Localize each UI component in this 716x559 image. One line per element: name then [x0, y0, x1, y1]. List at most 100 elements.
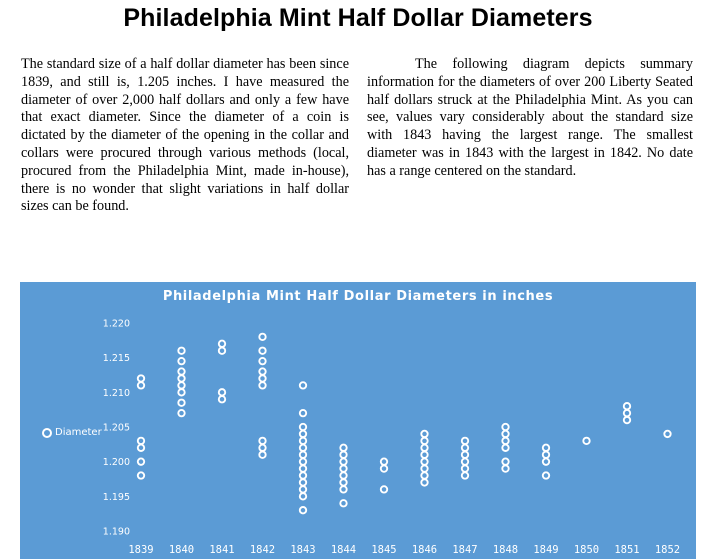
- data-point: [258, 436, 267, 446]
- data-point: [298, 485, 308, 494]
- y-tick-label: 1.210: [103, 388, 130, 399]
- data-point: [298, 471, 308, 480]
- data-point: [339, 443, 348, 452]
- data-point: [177, 367, 186, 376]
- data-point: [420, 478, 429, 487]
- x-tick-label: 1846: [412, 544, 437, 556]
- page-title: Philadelphia Mint Half Dollar Diameters: [123, 4, 593, 32]
- data-point: [339, 464, 348, 473]
- data-point: [177, 398, 186, 407]
- data-point: [582, 436, 591, 446]
- data-point: [136, 381, 146, 390]
- data-point: [541, 457, 551, 466]
- data-point: [217, 388, 227, 397]
- x-tick-label: 1851: [614, 544, 639, 556]
- right-column: The following diagram depicts summary in…: [367, 56, 693, 181]
- data-point: [420, 436, 429, 446]
- data-point: [339, 471, 348, 480]
- data-point: [298, 492, 308, 501]
- data-point: [379, 457, 389, 466]
- x-tick-label: 1852: [655, 544, 680, 556]
- data-point: [501, 422, 510, 432]
- data-point: [136, 374, 146, 383]
- x-tick-label: 1840: [169, 544, 194, 556]
- data-point: [460, 464, 470, 473]
- data-point: [298, 450, 308, 459]
- y-tick-label: 1.200: [103, 457, 130, 468]
- data-point: [501, 443, 510, 452]
- data-point: [501, 464, 510, 473]
- x-tick-label: 1843: [290, 544, 315, 556]
- data-point: [258, 367, 267, 376]
- data-point: [501, 457, 510, 466]
- y-tick-label: 1.205: [103, 423, 130, 434]
- data-point: [339, 485, 348, 494]
- data-point: [136, 436, 146, 446]
- x-tick-label: 1850: [574, 544, 599, 556]
- data-point: [258, 356, 267, 366]
- data-point: [541, 450, 551, 459]
- left-column: The standard size of a half dollar diame…: [21, 56, 349, 216]
- data-point: [541, 443, 551, 452]
- x-tick-label: 1844: [331, 544, 356, 556]
- data-point: [298, 478, 308, 487]
- legend-label: Diameter: [55, 427, 102, 438]
- data-point: [420, 450, 429, 459]
- data-point: [298, 422, 308, 432]
- y-tick-label: 1.215: [103, 353, 130, 364]
- left-paragraph: The standard size of a half dollar diame…: [21, 56, 349, 215]
- y-tick-label: 1.195: [103, 492, 130, 503]
- data-point: [460, 443, 470, 452]
- data-point: [420, 429, 429, 439]
- data-point: [258, 374, 267, 383]
- data-point: [177, 408, 186, 418]
- x-tick-label: 1847: [452, 544, 477, 556]
- data-point: [217, 339, 227, 348]
- data-point: [501, 429, 510, 439]
- data-point: [420, 443, 429, 452]
- data-point: [177, 388, 186, 397]
- data-point: [339, 499, 348, 508]
- data-point: [501, 436, 510, 446]
- data-point: [177, 356, 186, 366]
- data-point: [622, 408, 632, 418]
- data-point: [298, 436, 308, 446]
- data-point: [339, 450, 348, 459]
- x-tick-label: 1841: [209, 544, 234, 556]
- data-point: [258, 443, 267, 452]
- data-point: [298, 457, 308, 466]
- data-point: [258, 381, 267, 390]
- data-point: [460, 436, 470, 446]
- x-tick-label: 1842: [250, 544, 275, 556]
- data-point: [217, 346, 227, 355]
- x-tick-label: 1839: [128, 544, 153, 556]
- chart-title: Philadelphia Mint Half Dollar Diameters …: [162, 289, 554, 304]
- x-tick-label: 1848: [493, 544, 518, 556]
- x-tick-label: 1845: [371, 544, 396, 556]
- data-point: [136, 471, 146, 480]
- data-point: [339, 457, 348, 466]
- legend-marker-icon: [42, 427, 52, 438]
- data-point: [622, 415, 632, 425]
- data-point: [460, 457, 470, 466]
- chart-area: Philadelphia Mint Half Dollar Diameters …: [20, 282, 696, 559]
- data-point: [258, 332, 267, 342]
- chart-legend: Diameter: [42, 427, 102, 438]
- y-tick-label: 1.220: [103, 319, 130, 330]
- chart-plot: 1.190 1.195 1.200 1.205 1.210 1.215 1.220 1839 1…: [103, 319, 680, 557]
- data-point: [460, 450, 470, 459]
- data-point: [136, 443, 146, 452]
- data-point: [663, 429, 672, 439]
- data-point: [298, 443, 308, 452]
- data-point: [379, 464, 389, 473]
- data-point: [420, 457, 429, 466]
- data-point: [298, 464, 308, 473]
- data-point: [379, 485, 389, 494]
- data-point: [177, 346, 186, 355]
- data-point: [460, 471, 470, 480]
- data-point: [177, 374, 186, 383]
- data-point: [258, 450, 267, 459]
- data-point: [622, 402, 632, 411]
- data-point: [136, 457, 146, 466]
- data-point: [420, 464, 429, 473]
